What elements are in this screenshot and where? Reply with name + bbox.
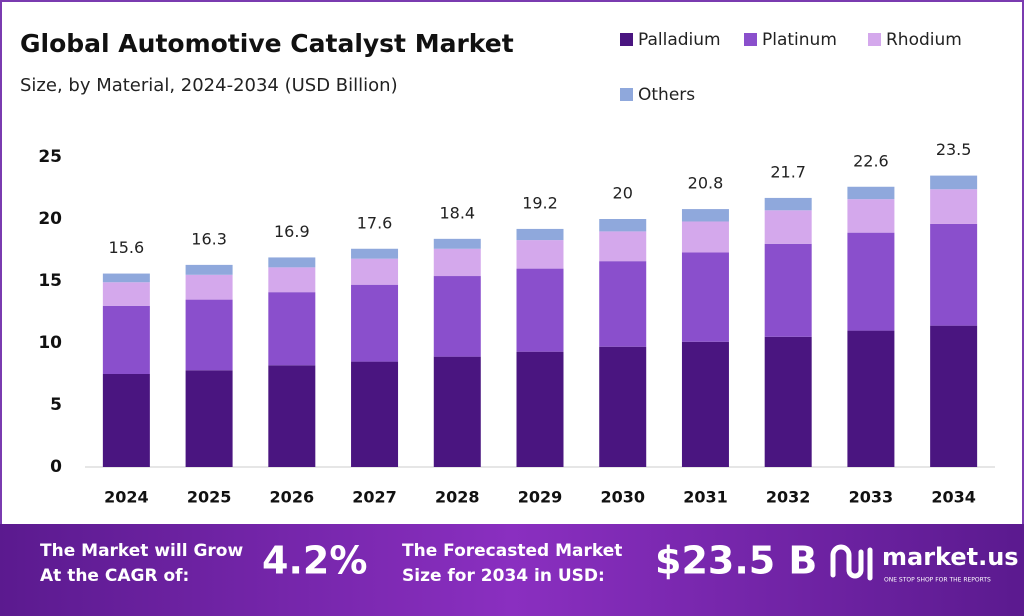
- x-tick-label: 2026: [270, 488, 315, 507]
- bar-segment: [764, 243, 812, 337]
- total-label: 16.9: [274, 222, 310, 241]
- footer-banner: [0, 524, 1024, 616]
- bar-segment: [516, 240, 564, 269]
- logo-icon: [830, 544, 873, 581]
- bar-segment: [681, 252, 729, 342]
- footer-text: At the CAGR of:: [40, 566, 189, 586]
- total-label: 18.4: [439, 203, 475, 222]
- bar-segment: [433, 356, 481, 467]
- bar-segment: [268, 365, 316, 467]
- legend-swatch: [868, 33, 881, 46]
- total-label: 21.7: [770, 162, 806, 181]
- bar-segment: [599, 346, 647, 467]
- bar-segment: [847, 186, 895, 200]
- x-tick-label: 2030: [600, 488, 645, 507]
- bar-segment: [516, 228, 564, 241]
- bar-segment: [516, 351, 564, 467]
- bar-segment: [764, 197, 812, 211]
- legend-swatch: [620, 33, 633, 46]
- footer-value: $23.5 B: [655, 539, 817, 583]
- total-label: 17.6: [357, 213, 393, 232]
- bar-segment: [433, 238, 481, 249]
- x-tick-label: 2031: [683, 488, 728, 507]
- bar-segment: [930, 175, 978, 190]
- y-tick-label: 15: [38, 271, 62, 291]
- total-label: 23.5: [936, 140, 972, 159]
- bar-segment: [185, 370, 233, 467]
- bar-segment: [185, 264, 233, 275]
- bar-segment: [516, 268, 564, 352]
- legend-swatch: [620, 88, 633, 101]
- bar-segment: [847, 199, 895, 233]
- legend-label: Palladium: [638, 30, 721, 50]
- total-label: 20.8: [688, 174, 724, 193]
- bar-segment: [599, 261, 647, 347]
- footer-text: Size for 2034 in USD:: [402, 566, 605, 586]
- x-tick-label: 2033: [849, 488, 894, 507]
- bar-segment: [764, 336, 812, 467]
- bar-segment: [102, 282, 150, 306]
- footer-text: The Market will Grow: [40, 541, 243, 561]
- chart-subtitle: Size, by Material, 2024-2034 (USD Billio…: [20, 75, 398, 96]
- bar-segment: [930, 223, 978, 326]
- logo-text: market.us: [882, 543, 1019, 571]
- bar-segment: [764, 210, 812, 244]
- bar-segment: [433, 248, 481, 277]
- legend-label: Platinum: [762, 30, 837, 50]
- footer-value: 4.2%: [262, 539, 367, 583]
- bar-segment: [433, 276, 481, 357]
- bar-segment: [102, 273, 150, 283]
- x-tick-label: 2024: [104, 488, 149, 507]
- x-tick-label: 2034: [931, 488, 976, 507]
- chart-title: Global Automotive Catalyst Market: [20, 29, 514, 58]
- bar-segment: [102, 305, 150, 374]
- y-tick-label: 25: [38, 147, 62, 167]
- bar-segment: [847, 330, 895, 467]
- total-label: 15.6: [109, 238, 145, 257]
- bar-segment: [930, 325, 978, 467]
- bar-segment: [847, 232, 895, 331]
- total-label: 16.3: [191, 229, 227, 248]
- x-tick-label: 2025: [187, 488, 232, 507]
- bar-segment: [102, 374, 150, 467]
- bar-segment: [681, 341, 729, 467]
- bar-segment: [681, 209, 729, 222]
- legend-swatch: [744, 33, 757, 46]
- total-label: 22.6: [853, 151, 889, 170]
- bar-segment: [351, 284, 399, 362]
- bar-segment: [351, 248, 399, 259]
- y-tick-label: 5: [50, 395, 62, 415]
- legend-label: Others: [638, 85, 695, 105]
- bar-segment: [185, 274, 233, 300]
- bar-segment: [599, 219, 647, 232]
- y-tick-label: 10: [38, 333, 62, 353]
- bar-segment: [681, 221, 729, 253]
- total-label: 19.2: [522, 193, 558, 212]
- x-tick-label: 2032: [766, 488, 811, 507]
- y-tick-label: 0: [50, 457, 62, 477]
- y-tick-label: 20: [38, 209, 62, 229]
- total-label: 20: [613, 184, 633, 203]
- bar-segment: [351, 361, 399, 467]
- bar-segment: [930, 189, 978, 224]
- legend-label: Rhodium: [886, 30, 962, 50]
- bar-segment: [599, 231, 647, 262]
- x-tick-label: 2029: [518, 488, 563, 507]
- bar-segment: [268, 292, 316, 366]
- bar-segment: [185, 299, 233, 371]
- bar-segment: [351, 258, 399, 285]
- bar-segment: [268, 267, 316, 293]
- bar-segment: [268, 257, 316, 268]
- x-tick-label: 2028: [435, 488, 480, 507]
- x-tick-label: 2027: [352, 488, 397, 507]
- footer-text: The Forecasted Market: [402, 541, 622, 561]
- logo-tagline: ONE STOP SHOP FOR THE REPORTS: [884, 577, 991, 584]
